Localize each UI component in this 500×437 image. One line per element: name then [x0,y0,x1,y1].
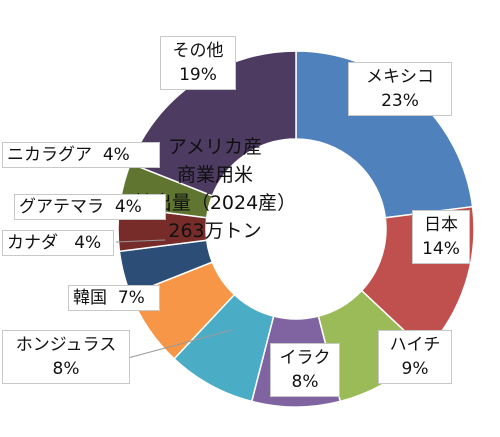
label-canada-name: カナダ [7,233,58,253]
label-haiti-pct: 9% [401,359,429,379]
label-canada-pct: 4% [74,233,102,253]
label-korea: 韓国 7% [68,285,160,311]
label-nicaragua-name: ニカラグア [7,145,92,165]
label-mexico: メキシコ 23% [348,62,452,116]
leader-line-canada [115,239,166,243]
center-title-line-2: 商業用米 [176,164,253,186]
label-mexico-pct: 23% [381,91,419,111]
label-honduras: ホンジュラス 8% [2,330,130,384]
label-japan: 日本 14% [412,210,470,264]
label-haiti: ハイチ 9% [378,330,452,384]
slice-9 [129,50,297,197]
label-iraq-name: イラク [279,348,331,368]
label-iraq: イラク 8% [270,343,340,397]
center-title-line-1: アメリカ産 [167,136,263,158]
leader-line-honduras [127,329,233,359]
label-korea-name: 韓国 [73,288,107,308]
leader-lines [115,239,233,359]
label-other-name: その他 [172,41,224,61]
label-haiti-name: ハイチ [389,335,441,355]
label-nicaragua: ニカラグア 4% [2,142,160,168]
label-japan-name: 日本 [424,215,458,235]
label-guatemala-pct: 4% [114,197,142,217]
label-guatemala: グアテマラ 4% [14,194,166,220]
label-honduras-pct: 8% [52,359,80,379]
label-iraq-pct: 8% [291,372,319,392]
label-mexico-name: メキシコ [366,67,434,87]
center-title-line-4: 263万トン [168,220,262,242]
label-canada: カナダ 4% [2,230,114,256]
label-other-pct: 19% [179,65,217,85]
label-korea-pct: 7% [117,288,145,308]
label-other: その他 19% [160,36,236,90]
label-japan-pct: 14% [422,239,460,259]
label-nicaragua-pct: 4% [102,145,130,165]
label-guatemala-name: グアテマラ [19,197,104,217]
chart-center-title: アメリカ産 商業用米 輸出量（2024産） 263万トン [125,133,305,245]
label-honduras-name: ホンジュラス [15,335,117,355]
center-title-line-3: 輸出量（2024産） [133,192,297,214]
